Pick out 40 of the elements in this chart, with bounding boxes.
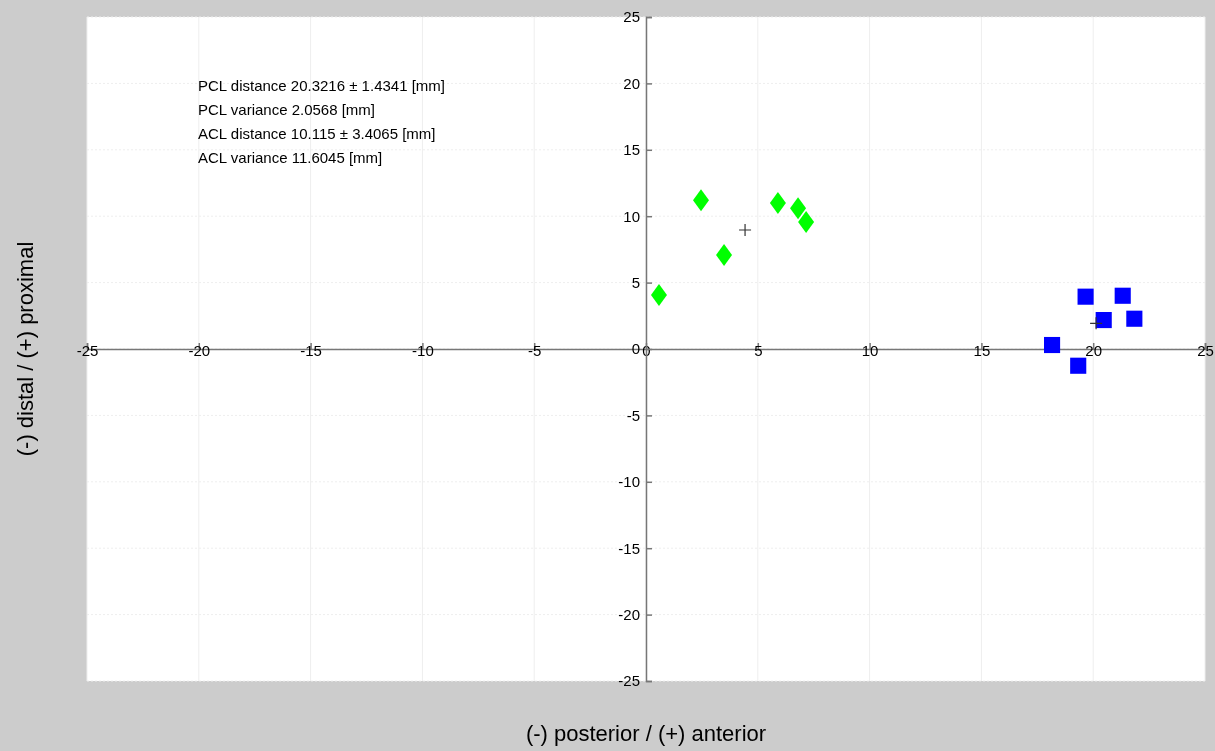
point bbox=[798, 211, 815, 234]
point bbox=[738, 223, 752, 237]
x-tick-label: 20 bbox=[1085, 342, 1103, 359]
x-tick-label: -15 bbox=[300, 342, 322, 359]
y-tick-label: 20 bbox=[623, 74, 640, 92]
point bbox=[1070, 357, 1087, 374]
point bbox=[650, 283, 667, 306]
point bbox=[1089, 316, 1103, 330]
x-tick-label: -25 bbox=[76, 342, 99, 359]
x-tick-label: 5 bbox=[754, 342, 763, 359]
point bbox=[1077, 288, 1094, 305]
x-tick-label: 25 bbox=[1197, 342, 1214, 359]
annotation: ACL distance 10.115 ± 3.4065 [mm] bbox=[198, 125, 436, 142]
annotation: PCL variance 2.0568 [mm] bbox=[198, 101, 376, 118]
y-tick-label: -5 bbox=[626, 406, 640, 424]
point bbox=[790, 197, 807, 220]
x-tick-label: 15 bbox=[973, 342, 991, 359]
x-axis-title: (-) posterior / (+) anterior bbox=[525, 721, 767, 746]
point bbox=[1126, 310, 1143, 327]
y-tick-label: -20 bbox=[618, 605, 640, 623]
point bbox=[1044, 336, 1061, 354]
y-tick-label: -25 bbox=[618, 672, 640, 690]
point bbox=[1095, 311, 1112, 329]
y-tick-label: 10 bbox=[623, 207, 640, 225]
x-tick-label: -5 bbox=[528, 342, 542, 359]
y-tick-label: 25 bbox=[623, 8, 640, 26]
point bbox=[693, 189, 710, 212]
y-axis-title: (-) distal / (+) proximal bbox=[13, 241, 38, 457]
point bbox=[716, 243, 733, 266]
y-tick-label: -15 bbox=[618, 539, 640, 557]
point bbox=[1114, 287, 1131, 304]
y-tick-label: 5 bbox=[631, 273, 640, 291]
x-tick-label: 10 bbox=[861, 342, 879, 359]
x-tick-label: -20 bbox=[188, 342, 211, 359]
point bbox=[769, 191, 786, 214]
annotation: PCL distance 20.3216 ± 1.4341 [mm] bbox=[198, 77, 445, 94]
x-tick-label: -10 bbox=[412, 342, 434, 359]
annotation: ACL variance 11.6045 [mm] bbox=[198, 149, 383, 166]
y-tick-label: 15 bbox=[623, 141, 640, 159]
y-tick-label: -10 bbox=[618, 473, 640, 491]
